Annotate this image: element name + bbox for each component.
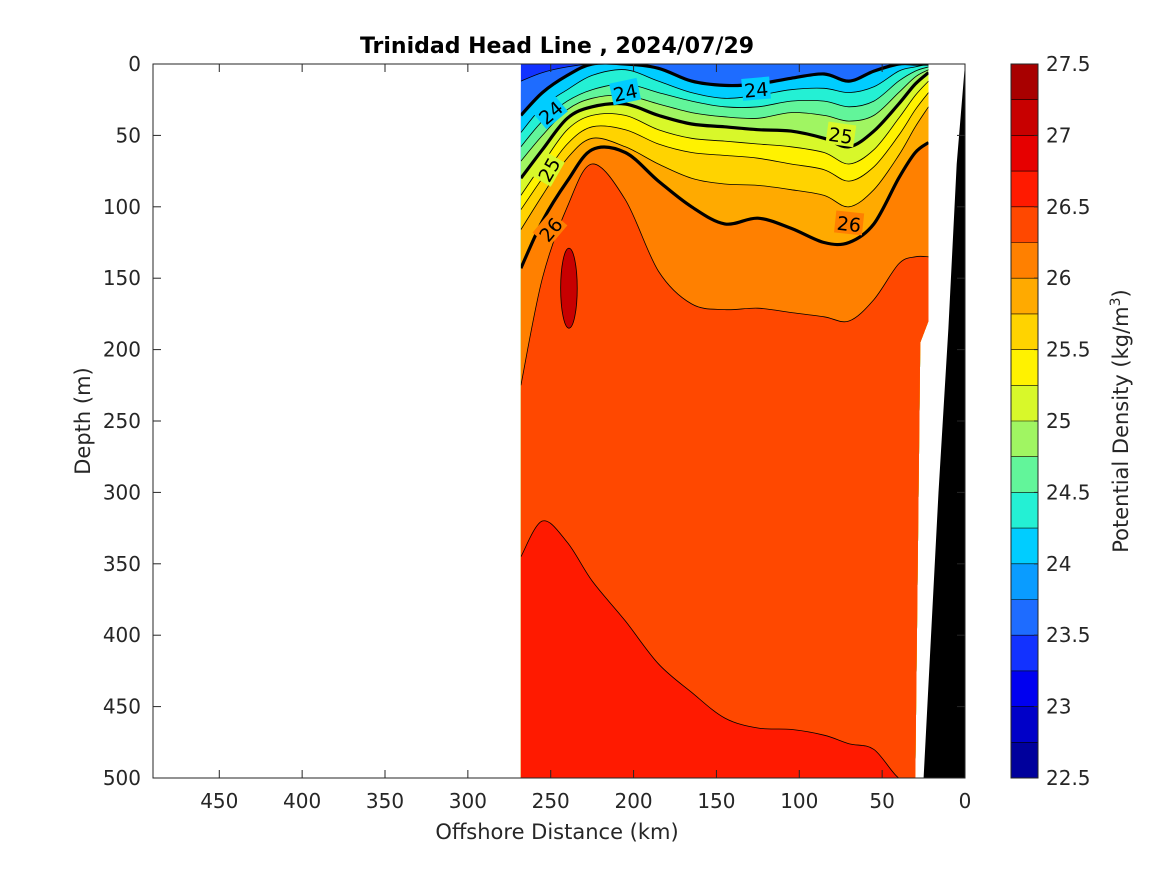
colorbar-tick-label: 27 — [1046, 123, 1071, 147]
x-tick-label: 300 — [449, 789, 487, 813]
colorbar-segment — [1011, 385, 1038, 422]
y-tick-label: 100 — [103, 195, 141, 219]
y-tick-label: 350 — [103, 552, 141, 576]
colorbar: 22.5 23 23.5 24 24.5 25 25.5 26 26.5 27 27.5 — [1010, 52, 1091, 790]
colorbar-tick-label: 25.5 — [1046, 338, 1091, 362]
y-tick-label: 0 — [128, 52, 141, 76]
contour-label-bg — [609, 77, 642, 106]
colorbar-tick-label: 26.5 — [1046, 195, 1091, 219]
colorbar-segment — [1011, 64, 1038, 100]
x-axis: 450 400 350 300 250 200 150 100 50 0 — [200, 64, 971, 813]
isopycnal-line — [520, 106, 929, 230]
colorbar-tick-label: 23.5 — [1046, 623, 1091, 647]
chart-title: Trinidad Head Line , 2024/07/29 — [360, 34, 754, 59]
contour-label: 25 — [827, 124, 854, 149]
contour-label: 26 — [836, 213, 862, 237]
isopycnal-line — [520, 163, 929, 386]
y-axis: 0 50 100 150 200 250 300 350 400 450 500 — [103, 52, 965, 790]
x-tick-label: 0 — [959, 789, 972, 813]
y-tick-label: 150 — [103, 266, 141, 290]
colorbar-segment — [1011, 421, 1038, 457]
x-tick-label: 350 — [366, 789, 404, 813]
colorbar-label: Potential Density (kg/m3) — [1108, 289, 1133, 553]
colorbar-tick-label: 22.5 — [1046, 766, 1091, 790]
contour-label: 24 — [743, 79, 769, 103]
colorbar-segment — [1011, 349, 1038, 386]
y-tick-label: 400 — [103, 623, 141, 647]
density-core-contour — [560, 247, 578, 329]
isopycnal-line — [520, 520, 929, 778]
contour-label-bg — [532, 211, 568, 247]
x-tick-label: 400 — [283, 789, 321, 813]
x-tick-label: 200 — [614, 789, 652, 813]
colorbar-segment — [1011, 635, 1038, 672]
colorbar-segment — [1011, 742, 1038, 779]
y-tick-label: 200 — [103, 338, 141, 362]
colorbar-segment — [1011, 242, 1038, 279]
isopycnal-line — [520, 64, 929, 133]
colorbar-tick-label: 27.5 — [1046, 52, 1091, 76]
isopycnal-line — [520, 66, 929, 148]
contour-label-bg — [825, 121, 857, 148]
isopycnal-line — [520, 69, 929, 162]
x-tick-label: 100 — [780, 789, 818, 813]
colorbar-tick-label: 24 — [1046, 552, 1071, 576]
y-tick-label: 250 — [103, 409, 141, 433]
colorbar-segment — [1011, 313, 1038, 350]
y-tick-label: 500 — [103, 766, 141, 790]
x-tick-label: 50 — [869, 789, 894, 813]
y-tick-label: 50 — [116, 123, 141, 147]
isopycnal-line — [520, 64, 929, 82]
contour-label-bg — [741, 76, 772, 101]
colorbar-segment — [1011, 278, 1038, 315]
isopycnal-line — [520, 141, 929, 269]
colorbar-segment — [1011, 706, 1038, 743]
contour-label-bg — [532, 94, 568, 130]
colorbar-tick-label: 25 — [1046, 409, 1071, 433]
contour-label-bg — [834, 210, 865, 236]
colorbar-tick-label: 23 — [1046, 695, 1071, 719]
contour-label-bg — [531, 151, 565, 187]
x-tick-label: 250 — [532, 789, 570, 813]
y-tick-label: 450 — [103, 695, 141, 719]
colorbar-segment — [1011, 206, 1038, 243]
isopycnal-line — [520, 71, 929, 180]
colorbar-segment — [1011, 99, 1038, 136]
x-tick-label: 450 — [200, 789, 238, 813]
colorbar-segment — [1011, 171, 1038, 208]
x-axis-label: Offshore Distance (km) — [435, 820, 678, 844]
colorbar-segment — [1011, 670, 1038, 707]
y-tick-label: 300 — [103, 480, 141, 504]
y-axis-label: Depth (m) — [71, 367, 95, 474]
isopycnal-line — [520, 64, 929, 117]
colorbar-segment — [1011, 599, 1038, 636]
bathymetry — [923, 64, 965, 778]
x-tick-label: 150 — [697, 789, 735, 813]
isopycnal-line — [520, 92, 929, 210]
colorbar-segment — [1011, 456, 1038, 493]
colorbar-segment — [1011, 563, 1038, 600]
colorbar-segment — [1011, 135, 1038, 172]
colorbar-tick-label: 26 — [1046, 266, 1071, 290]
density-band — [520, 520, 929, 778]
colorbar-segment — [1011, 528, 1038, 565]
isopycnal-line — [520, 80, 929, 196]
colorbar-segment — [1011, 492, 1038, 529]
colorbar-tick-label: 24.5 — [1046, 480, 1091, 504]
contour-label: 24 — [611, 80, 639, 107]
